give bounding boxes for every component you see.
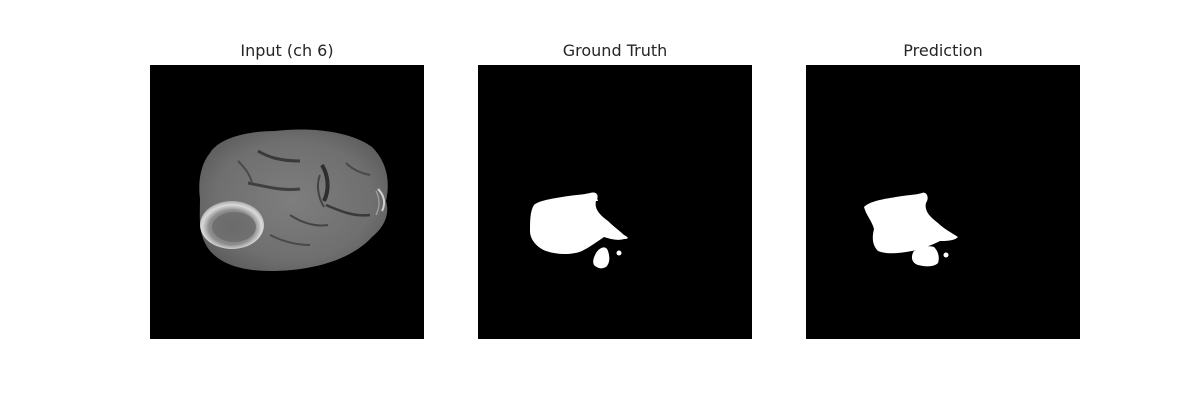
mask-region-small	[911, 246, 939, 267]
panel-ground-truth: Ground Truth	[478, 0, 752, 340]
panel-input: Input (ch 6)	[150, 0, 424, 340]
panel-prediction: Prediction	[806, 0, 1080, 340]
prediction-mask-image	[806, 65, 1080, 339]
binary-mask-image	[806, 65, 1080, 339]
input-mri-image	[150, 65, 424, 339]
binary-mask-image	[478, 65, 752, 339]
mask-region-main	[864, 192, 958, 254]
panel-title-ground-truth: Ground Truth	[562, 41, 668, 60]
ground-truth-mask-image	[478, 65, 752, 339]
panel-title-input: Input (ch 6)	[240, 41, 334, 60]
mask-region-main	[530, 192, 628, 254]
panel-title-prediction: Prediction	[903, 41, 983, 60]
mask-region-small	[593, 247, 610, 269]
mri-brain-slice-image	[150, 65, 424, 339]
